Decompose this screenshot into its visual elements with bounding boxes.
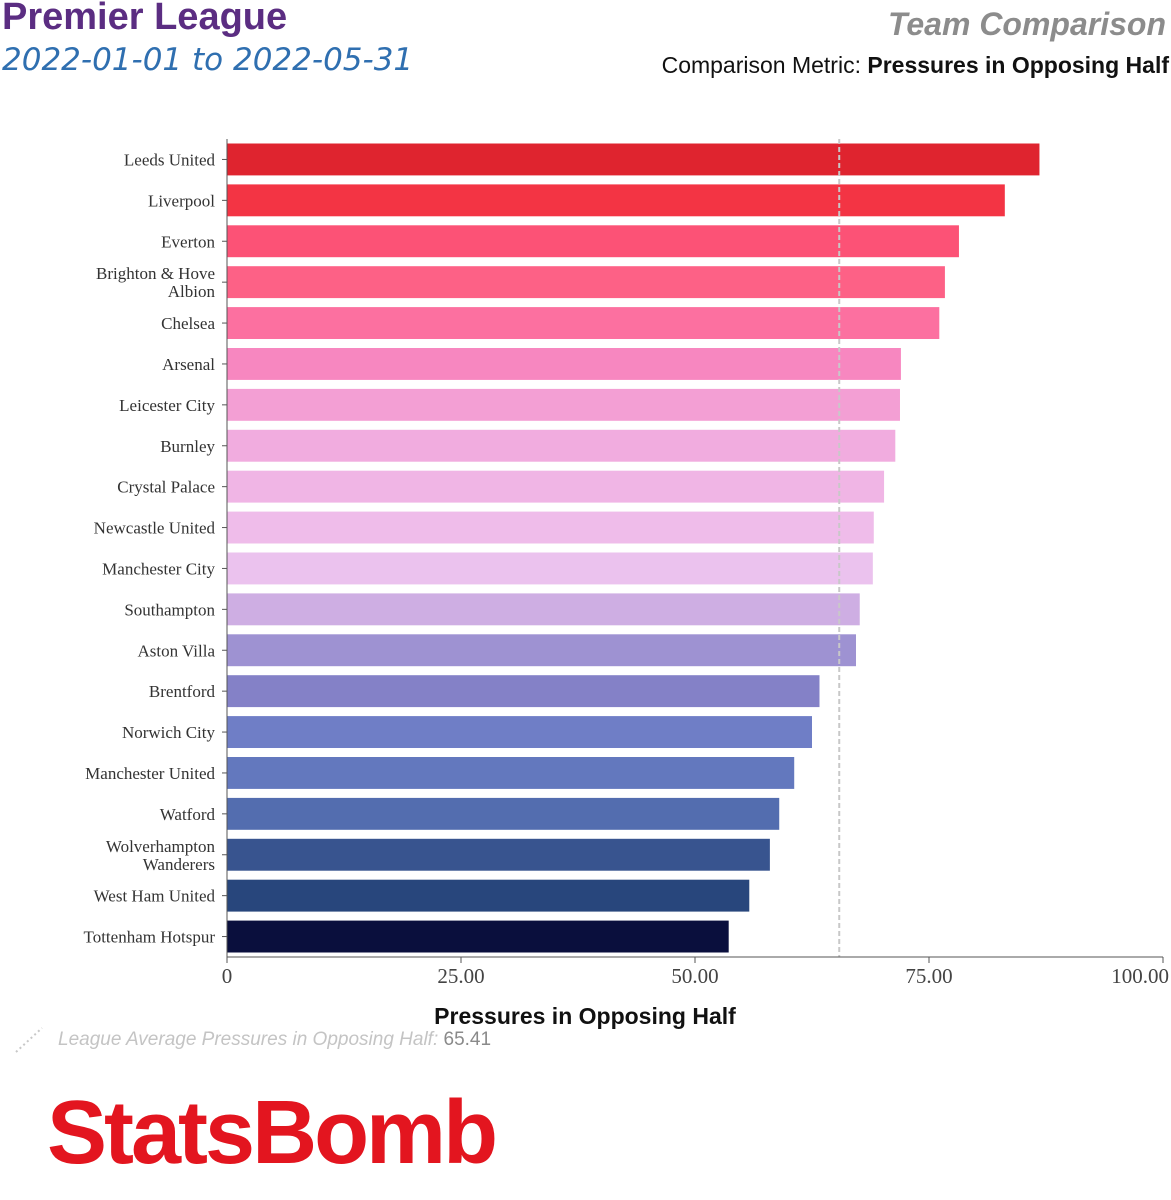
y-tick-label-line: Newcastle United [94,518,216,537]
y-tick-label-line: Manchester City [102,559,215,578]
bar [227,920,729,953]
y-tick-label-line: Arsenal [162,354,215,373]
y-tick-label: Everton [161,232,215,251]
x-axis-label: Pressures in Opposing Half [434,1003,736,1029]
y-tick-label-line: Tottenham Hotspur [84,927,216,946]
y-tick-label-line: Wolverhampton [106,836,216,855]
view-title: Team Comparison [888,6,1166,42]
y-tick-label-line: Burnley [160,436,215,455]
y-tick-label: Arsenal [162,354,215,373]
bar [227,143,1040,176]
y-tick-label-line: Leicester City [119,395,215,414]
y-tick-label-line: Manchester United [85,763,215,782]
y-tick-label-line: Everton [161,232,215,251]
bar [227,307,940,340]
y-tick-label-line: Brentford [149,682,216,701]
league-title: Premier League [2,0,288,38]
bar [227,675,820,708]
bar [227,511,874,544]
bar [227,716,812,749]
y-tick-label-line: Albion [168,282,216,301]
statsbomb-logo: StatsBomb [47,1083,498,1183]
y-tick-label: Tottenham Hotspur [84,927,216,946]
y-tick-label: Leeds United [124,150,216,169]
y-tick-label: Southampton [124,600,215,619]
date-range: 2022-01-01 to 2022-05-31 [2,42,414,78]
x-tick-label: 75.00 [905,964,952,988]
y-tick-label: Wolverhampton Wanderers [106,836,216,873]
y-tick-label: Brighton & Hove Albion [96,264,215,301]
y-tick-label-line: Aston Villa [137,641,215,660]
average-value: 65.41 [443,1029,492,1050]
comparison-metric: Comparison Metric: Pressures in Opposing… [662,52,1169,79]
bar [227,470,885,503]
metric-prefix: Comparison Metric: [661,52,868,78]
league-average-note: League Average Pressures in Opposing Hal… [58,1029,491,1051]
y-tick-label-line: West Ham United [94,886,216,905]
y-tick-label: Aston Villa [137,641,215,660]
bar [227,388,900,421]
y-tick-label-line: Crystal Palace [117,477,215,496]
bar [227,879,750,912]
bar-chart: Pressures in Opposing Half Leeds United L… [84,139,1169,1029]
x-tick-label: 25.00 [437,964,484,988]
metric-name: Pressures in Opposing Half [867,52,1169,78]
bar [227,552,873,585]
average-line-swatch [15,1027,43,1053]
y-tick-label: Newcastle United [94,518,216,537]
bar [227,347,901,380]
y-tick-label-line: Norwich City [122,723,216,742]
bar [227,634,856,667]
y-tick-label-line: Leeds United [124,150,216,169]
bar [227,225,959,258]
y-tick-label: Manchester United [85,763,215,782]
y-tick-label-line: Southampton [124,600,215,619]
y-tick-label-line: Brighton & Hove [96,264,215,283]
x-tick-label: 50.00 [671,964,718,988]
y-tick-label: Burnley [160,436,215,455]
average-label: League Average Pressures in Opposing Hal… [58,1029,444,1050]
y-tick-label: Leicester City [119,395,215,414]
bar [227,838,770,871]
y-tick-label: Liverpool [148,191,215,210]
y-tick-label: Crystal Palace [117,477,215,496]
y-tick-label: Watford [160,804,216,823]
y-tick-label-line: Watford [160,804,216,823]
bar [227,756,795,789]
bar [227,429,896,462]
y-tick-label: West Ham United [94,886,216,905]
y-tick-label-line: Wanderers [143,854,215,873]
y-tick-label: Chelsea [161,314,215,333]
y-tick-label: Manchester City [102,559,215,578]
bar [227,266,945,299]
bar [227,593,860,626]
bar [227,184,1005,217]
x-tick-label: 0 [222,964,233,988]
y-tick-label-line: Chelsea [161,314,215,333]
y-tick-label-line: Liverpool [148,191,215,210]
x-tick-label: 100.00 [1111,964,1169,988]
y-tick-label: Norwich City [122,723,216,742]
bar [227,797,780,830]
y-tick-label: Brentford [149,682,216,701]
